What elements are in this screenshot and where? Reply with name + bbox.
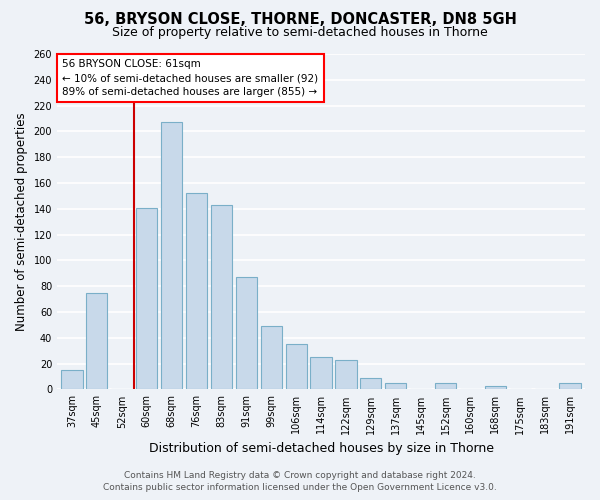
Bar (86, 292, 107, 390)
Text: 56 BRYSON CLOSE: 61sqm
← 10% of semi-detached houses are smaller (92)
89% of sem: 56 BRYSON CLOSE: 61sqm ← 10% of semi-det… (62, 59, 319, 97)
Text: Contains HM Land Registry data © Crown copyright and database right 2024.
Contai: Contains HM Land Registry data © Crown c… (103, 471, 497, 492)
Bar (435, 383, 456, 390)
Bar (559, 383, 581, 390)
Bar (335, 360, 356, 390)
Bar (236, 277, 257, 390)
Bar (260, 326, 282, 390)
Bar (385, 383, 406, 390)
X-axis label: Distribution of semi-detached houses by size in Thorne: Distribution of semi-detached houses by … (149, 442, 494, 455)
Bar (485, 386, 506, 390)
Bar (136, 208, 157, 390)
Bar (161, 122, 182, 390)
Bar (61, 370, 83, 390)
Bar (360, 378, 382, 390)
Bar (211, 205, 232, 390)
Bar (186, 194, 207, 390)
Text: Size of property relative to semi-detached houses in Thorne: Size of property relative to semi-detach… (112, 26, 488, 39)
Text: 56, BRYSON CLOSE, THORNE, DONCASTER, DN8 5GH: 56, BRYSON CLOSE, THORNE, DONCASTER, DN8… (83, 12, 517, 28)
Y-axis label: Number of semi-detached properties: Number of semi-detached properties (15, 112, 28, 331)
Bar (310, 357, 332, 390)
Bar (286, 344, 307, 390)
